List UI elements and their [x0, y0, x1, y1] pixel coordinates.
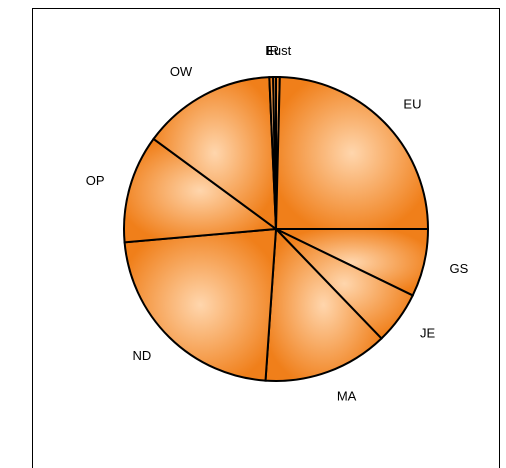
pie-label-nd: ND	[133, 348, 152, 363]
pie-label-r: R	[270, 43, 279, 58]
pie-label-op: OP	[86, 173, 105, 188]
pie-slice-r	[272, 75, 277, 230]
pie-label-je: JE	[420, 326, 436, 341]
pie-label-gs: GS	[449, 261, 468, 276]
pie-label-ow: OW	[170, 64, 193, 79]
pie-slice-eu	[274, 76, 430, 230]
pie-label-eu: EU	[403, 97, 421, 112]
pie-slice-ow	[152, 76, 278, 232]
pie-labels: Eust EU GS JE MA ND OP OW FR	[86, 43, 469, 403]
pie-label-f: F	[266, 43, 274, 58]
pie-slice-nd	[123, 227, 278, 382]
pie-chart: Eust EU GS JE MA ND OP OW FR	[86, 43, 469, 403]
pie-slice-ma	[264, 226, 383, 382]
chart-frame	[32, 8, 500, 468]
pie-label-eust: Eust	[265, 43, 291, 58]
pie-label-ma: MA	[337, 388, 357, 403]
pie-slices	[123, 75, 430, 382]
pie-slice-op	[123, 137, 279, 244]
